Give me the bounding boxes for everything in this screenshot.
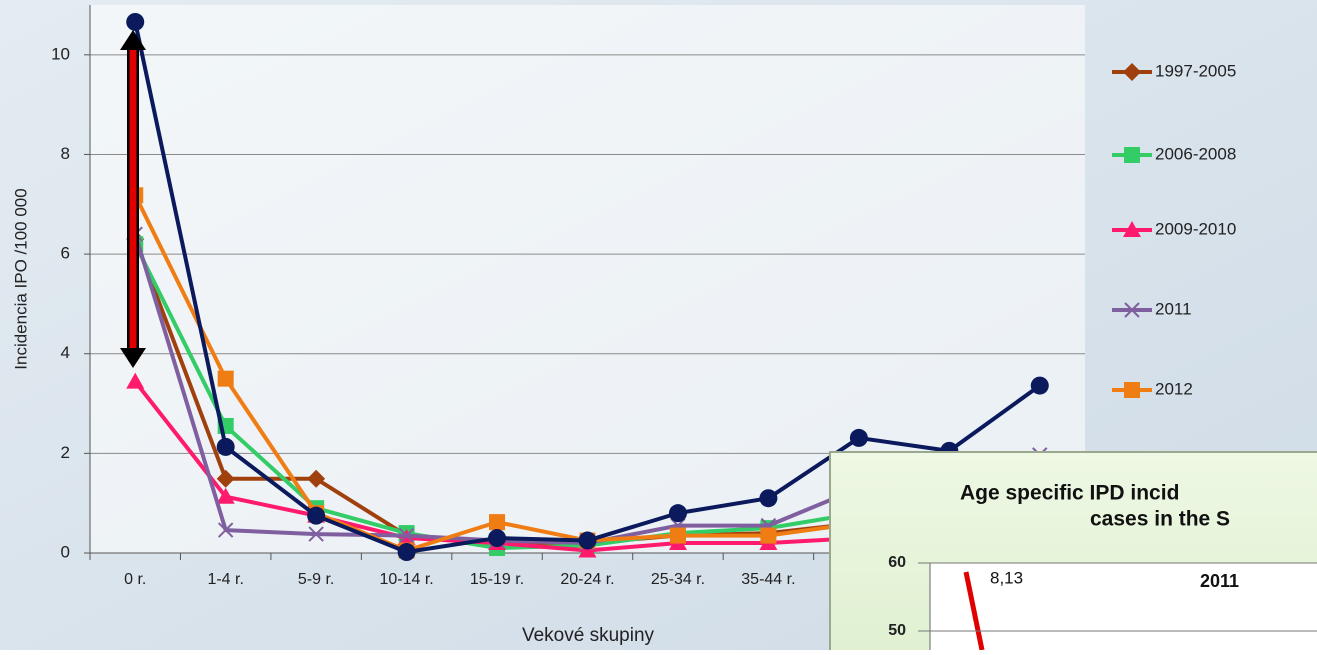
point	[849, 428, 868, 447]
point	[398, 527, 415, 544]
legend-marker	[1123, 63, 1141, 81]
point	[489, 514, 506, 531]
point	[397, 543, 416, 562]
y-axis-label: Incidencia IPO /100 000	[11, 188, 30, 369]
point	[488, 529, 507, 548]
y-tick-label: 10	[51, 44, 70, 63]
inset-y-tick-label: 50	[888, 622, 906, 639]
x-tick-label: 25-34 r.	[651, 571, 705, 588]
x-tick-label: 20-24 r.	[560, 571, 614, 588]
legend-label: 2006-2008	[1155, 144, 1236, 163]
point	[126, 12, 145, 31]
y-tick-label: 2	[61, 443, 70, 462]
x-tick-label: 35-44 r.	[741, 571, 795, 588]
inset-annotation: 8,13	[990, 568, 1023, 587]
y-tick-label: 8	[61, 144, 70, 163]
y-tick-label: 4	[61, 343, 70, 362]
x-axis-label: Vekové skupiny	[522, 625, 655, 646]
point	[216, 469, 235, 488]
inset-chart: Age specific IPD incid cases in the S 8,…	[829, 451, 1317, 655]
x-tick-label: 10-14 r.	[379, 571, 433, 588]
legend-marker	[1124, 302, 1140, 318]
point	[668, 504, 687, 523]
inset-title: cases in the S	[1090, 508, 1230, 531]
legend-label: 2011	[1155, 299, 1192, 318]
y-tick-label: 6	[61, 244, 70, 263]
point	[216, 487, 235, 504]
inset-series-label: 2011	[1200, 571, 1239, 591]
legend-marker	[1123, 221, 1141, 237]
x-tick-label: 0 r.	[124, 571, 146, 588]
point	[759, 489, 778, 508]
point	[308, 526, 324, 542]
point	[307, 506, 326, 525]
y-tick-label: 0	[61, 542, 70, 561]
point	[216, 437, 235, 456]
legend-label: 1997-2005	[1155, 61, 1236, 80]
point	[217, 522, 234, 538]
legend-label: 2009-2010	[1155, 219, 1236, 238]
legend-marker	[1124, 382, 1140, 398]
point	[760, 527, 777, 544]
point	[307, 469, 326, 488]
point	[578, 531, 597, 550]
inset-title: Age specific IPD incid	[960, 482, 1179, 505]
point	[669, 527, 686, 544]
x-tick-label: 1-4 r.	[207, 571, 243, 588]
inset-line	[963, 571, 985, 651]
point	[1030, 376, 1049, 395]
x-tick-label: 15-19 r.	[470, 571, 524, 588]
main-chart: 0 2 4 6 8 10 0 r. 1-4 r. 5-9 r. 10-14 r. 15-19 r. 2…	[51, 5, 1236, 588]
inset-y-tick-label: 60	[888, 554, 906, 571]
point	[217, 370, 234, 387]
x-tick-label: 5-9 r.	[298, 571, 334, 588]
point	[126, 372, 145, 389]
legend-marker	[1124, 147, 1140, 163]
legend-label: 2012	[1155, 379, 1193, 398]
range-arrow	[120, 30, 146, 368]
